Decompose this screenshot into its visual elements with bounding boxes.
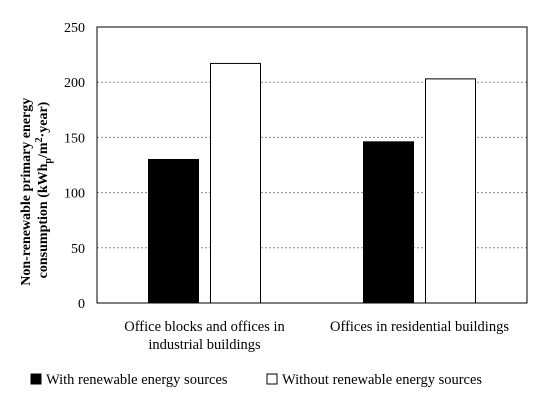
legend: With renewable energy sources Without ren… (30, 372, 482, 388)
y-axis-title-subscript: p (43, 158, 54, 164)
bar-series-1-category-0 (210, 62, 261, 304)
y-axis-title-line2-suffix: ·year) (36, 101, 51, 137)
y-axis-title-line2-prefix: consumption (kWh (36, 163, 51, 278)
plot-frame (96, 26, 528, 304)
legend-label-1: Without renewable energy sources (282, 372, 482, 388)
legend-label-0: With renewable energy sources (46, 372, 228, 388)
x-category-label: Office blocks and offices in (124, 319, 285, 335)
x-category-label: Offices in residential buildings (330, 319, 509, 335)
legend-swatch-0 (30, 373, 42, 385)
y-axis-title-line2-mid: /m (36, 142, 51, 159)
y-tick-label: 250 (64, 21, 85, 36)
y-axis-title-line1: Non-renewable primary energy (19, 98, 34, 286)
y-tick-label: 150 (64, 131, 85, 146)
y-axis-title-superscript: 2 (34, 137, 45, 142)
bars (148, 62, 476, 304)
y-axis-ticks: 0 50 100 150 200 250 (64, 21, 85, 312)
y-tick-label: 100 (64, 187, 85, 202)
bar-series-1-category-1 (425, 78, 476, 304)
bar-series-0-category-1 (363, 141, 414, 304)
y-axis-title: Non-renewable primary energy consumption… (19, 94, 54, 285)
y-tick-label: 0 (78, 297, 85, 312)
y-tick-label: 50 (71, 242, 85, 257)
x-axis-category-labels: Office blocks and offices in industrial b… (124, 319, 509, 353)
y-tick-label: 200 (64, 76, 85, 91)
legend-swatch-1 (266, 373, 278, 385)
bar-series-0-category-0 (148, 158, 199, 304)
x-category-label: industrial buildings (148, 337, 261, 353)
